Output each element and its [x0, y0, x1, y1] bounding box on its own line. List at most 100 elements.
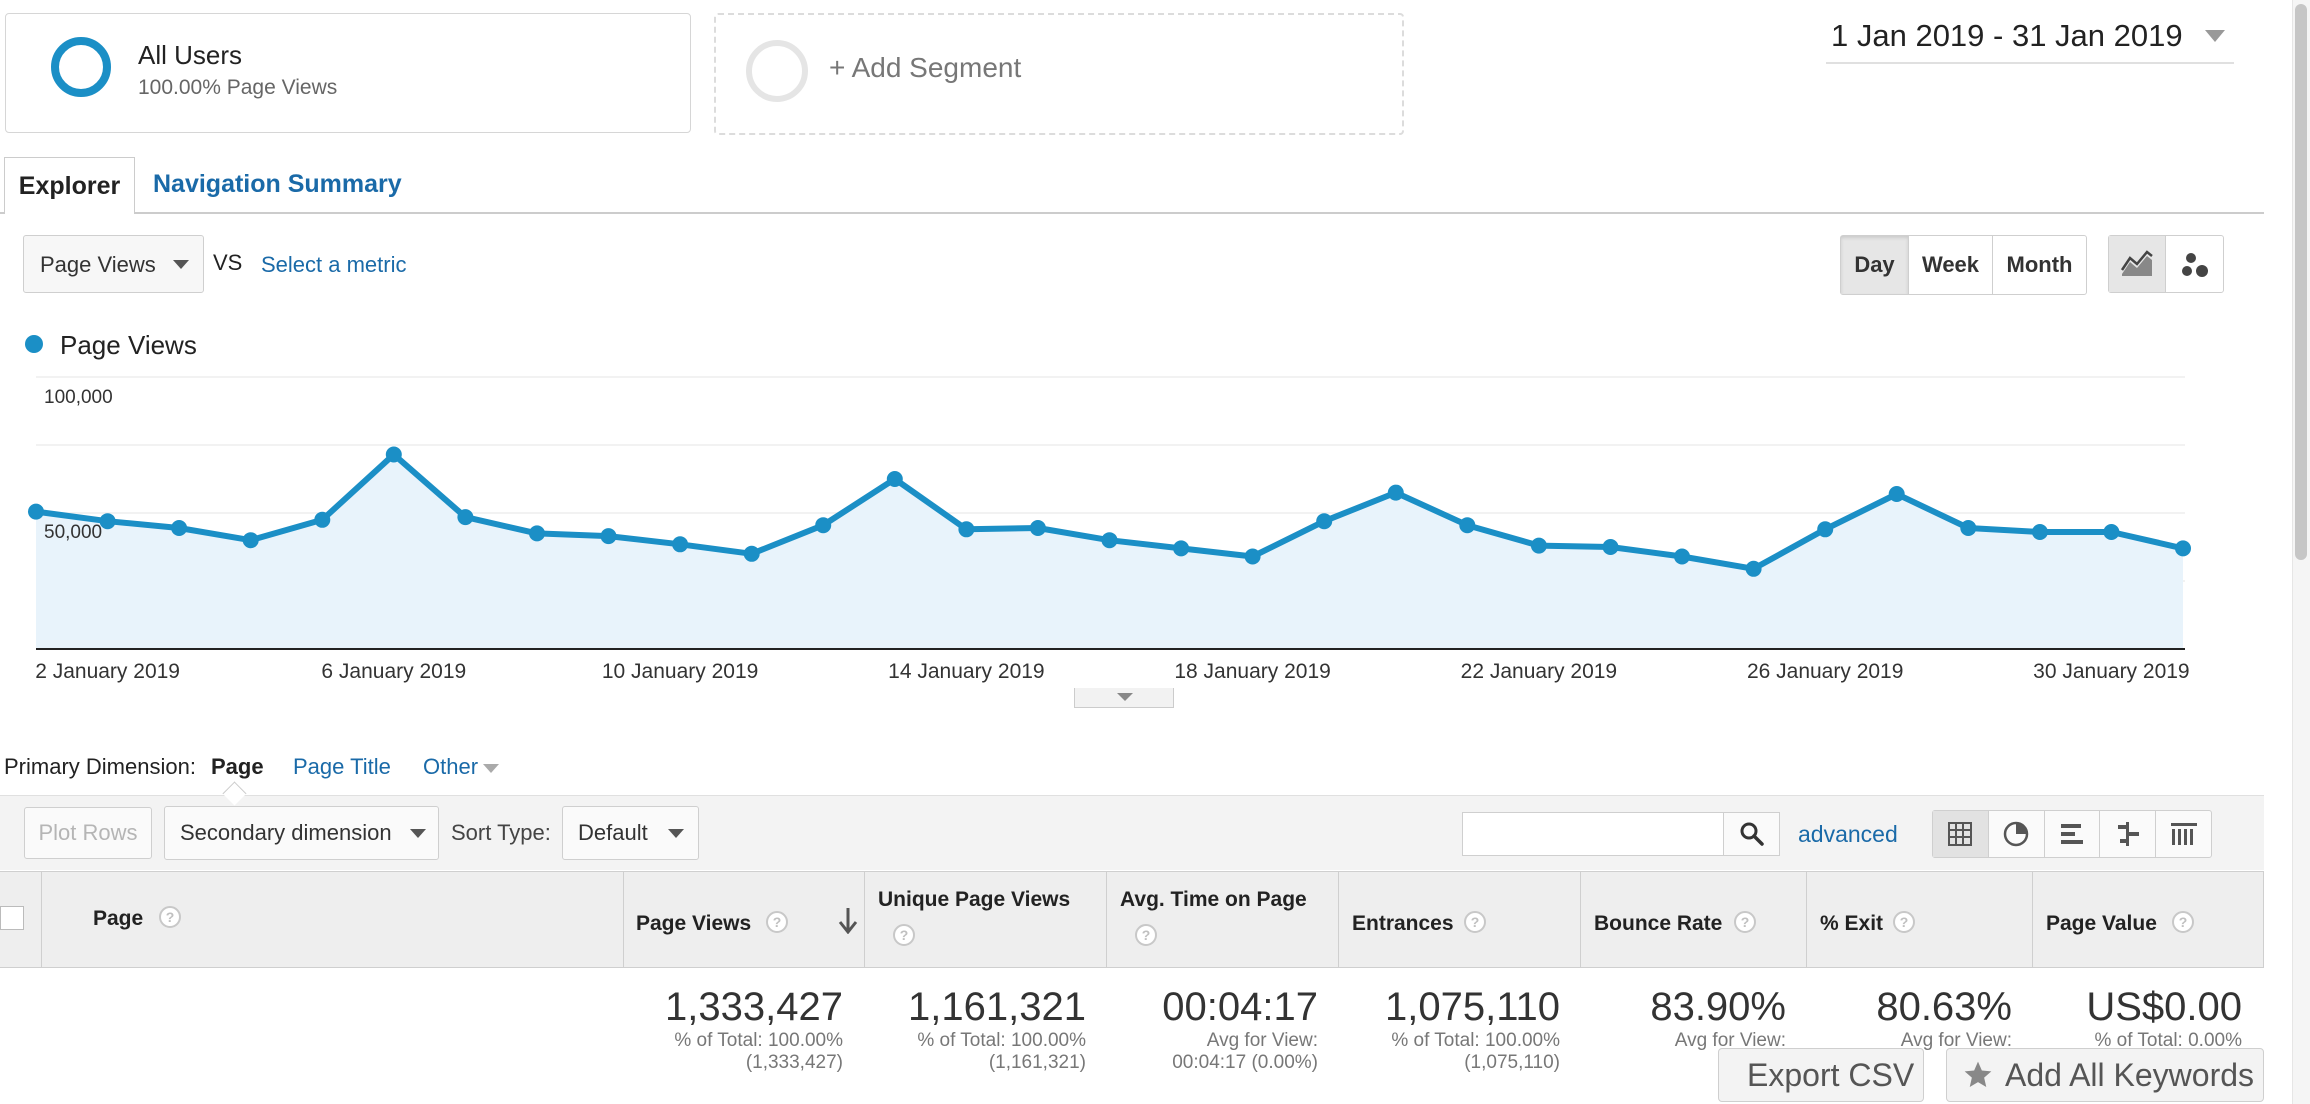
sort-descending-icon[interactable]: [838, 906, 858, 939]
help-icon[interactable]: ?: [766, 911, 788, 933]
secondary-dimension-select[interactable]: Secondary dimension: [164, 806, 439, 860]
help-icon[interactable]: ?: [1464, 911, 1486, 933]
col-header-unique-page-views[interactable]: Unique Page Views: [878, 888, 1071, 911]
avg-label: Avg for View:: [1900, 1030, 2012, 1051]
help-icon[interactable]: ?: [1734, 911, 1756, 933]
help-icon[interactable]: ?: [2172, 911, 2194, 933]
y-tick-label: 100,000: [44, 387, 113, 408]
line-chart-icon[interactable]: [2109, 236, 2166, 292]
primary-dimension-label: Primary Dimension:: [4, 754, 196, 779]
comparison-view-icon[interactable]: [2100, 811, 2157, 857]
total-percent: % of Total: 100.00%: [917, 1030, 1086, 1051]
data-point: [1244, 548, 1261, 565]
data-point: [2031, 524, 2048, 540]
add-all-keywords-button[interactable]: Add All Keywords: [1946, 1048, 2264, 1102]
table-search-input[interactable]: [1462, 812, 1724, 856]
data-point: [1888, 486, 1905, 502]
help-icon[interactable]: ?: [1893, 911, 1915, 933]
chevron-down-icon[interactable]: [483, 764, 499, 773]
tab-navigation-summary[interactable]: Navigation Summary: [153, 170, 402, 198]
data-point: [1960, 520, 1977, 536]
data-point: [1173, 540, 1190, 557]
y-tick-label: 50,000: [44, 522, 102, 543]
add-segment-link[interactable]: + Add Segment: [829, 52, 1022, 83]
total-value: 00:04:17: [1162, 985, 1318, 1029]
advanced-filter-link[interactable]: advanced: [1798, 821, 1898, 847]
pivot-view-icon[interactable]: [2156, 811, 2211, 857]
date-range-picker[interactable]: 1 Jan 2019 - 31 Jan 2019: [1831, 18, 2183, 53]
total-percent: % of Total: 0.00%: [2094, 1030, 2242, 1051]
select-all-checkbox[interactable]: [0, 906, 24, 930]
plot-rows-button[interactable]: Plot Rows: [24, 807, 152, 859]
table-header: [0, 871, 2264, 968]
legend-swatch: [25, 335, 43, 353]
help-icon[interactable]: ?: [1135, 924, 1157, 946]
total-entrances: 1,075,110 % of Total: 100.00% (1,075,110…: [1338, 985, 1560, 1074]
total-absolute: (1,075,110): [1464, 1052, 1560, 1073]
segment-ring-icon: [51, 37, 111, 97]
performance-view-icon[interactable]: [2045, 811, 2101, 857]
x-tick-label: 6 January 2019: [321, 660, 466, 683]
total-avg-time-on-page: 00:04:17 Avg for View: 00:04:17 (0.00%): [1106, 985, 1318, 1074]
data-point: [1602, 539, 1619, 555]
total-value: 1,161,321: [908, 985, 1086, 1029]
col-header-entrances[interactable]: Entrances: [1352, 912, 1454, 935]
chart-type-toggle: [2108, 235, 2224, 293]
x-tick-label: 14 January 2019: [888, 660, 1044, 683]
series-area: [36, 454, 2183, 649]
col-header-page-value[interactable]: Page Value: [2046, 912, 2157, 935]
col-header-avg-time-on-page[interactable]: Avg. Time on Page: [1120, 888, 1307, 911]
help-icon[interactable]: ?: [159, 906, 181, 928]
dimension-page-title[interactable]: Page Title: [293, 754, 391, 779]
x-tick-label: 10 January 2019: [602, 660, 758, 683]
col-header-exit[interactable]: % Exit: [1820, 912, 1884, 935]
export-csv-button[interactable]: Export CSV: [1718, 1048, 1924, 1102]
motion-chart-icon[interactable]: [2166, 236, 2223, 292]
scrollbar-thumb[interactable]: [2295, 4, 2307, 560]
data-point: [242, 532, 259, 549]
search-icon[interactable]: [1724, 812, 1780, 856]
total-absolute: (1,161,321): [988, 1052, 1086, 1073]
total-percent: % of Total: 100.00%: [1391, 1030, 1560, 1051]
legend-label: Page Views: [60, 330, 197, 360]
total-value: US$0.00: [2086, 985, 2242, 1029]
chart-collapse-handle[interactable]: [1074, 688, 1174, 708]
total-unique-page-views: 1,161,321 % of Total: 100.00% (1,161,321…: [864, 985, 1086, 1074]
data-point: [886, 471, 903, 487]
chevron-down-icon: [668, 829, 684, 838]
chevron-down-icon: [410, 829, 426, 838]
total-value: 1,075,110: [1385, 985, 1560, 1029]
add-segment-card[interactable]: [714, 13, 1404, 135]
total-exit: 80.63% Avg for View:: [1806, 985, 2012, 1052]
total-percent: % of Total: 100.00%: [674, 1030, 843, 1051]
table-view-icon[interactable]: [1933, 811, 1989, 857]
data-point: [1674, 548, 1690, 565]
chevron-down-icon[interactable]: [2205, 30, 2225, 42]
segment-title: All Users: [138, 40, 243, 70]
tab-explorer[interactable]: Explorer: [4, 157, 135, 214]
period-week-button[interactable]: Week: [1909, 236, 1993, 294]
segment-all-users[interactable]: [5, 13, 691, 133]
period-day-button[interactable]: Day: [1841, 236, 1909, 294]
data-point: [99, 513, 116, 530]
pie-view-icon[interactable]: [1989, 811, 2045, 857]
dimension-page[interactable]: Page: [211, 754, 264, 779]
data-point: [1387, 484, 1404, 501]
data-point: [1745, 560, 1762, 577]
total-value: 80.63%: [1876, 985, 2012, 1029]
col-header-page[interactable]: Page: [93, 907, 144, 930]
data-point: [1530, 537, 1547, 554]
select-metric-link[interactable]: Select a metric: [261, 252, 407, 277]
col-header-page-views[interactable]: Page Views: [636, 912, 752, 935]
page-views-chart: 100,000 50,000 2 January 2019 6 January 2…: [28, 376, 2191, 683]
col-header-bounce-rate[interactable]: Bounce Rate: [1594, 912, 1723, 935]
add-all-keywords-label: Add All Keywords: [2005, 1057, 2255, 1093]
total-absolute: (1,333,427): [745, 1052, 843, 1073]
data-point: [1817, 521, 1834, 538]
metric-caret-icon: [173, 260, 189, 269]
x-tick-label: 22 January 2019: [1461, 660, 1617, 683]
dimension-other[interactable]: Other: [423, 754, 479, 779]
help-icon[interactable]: ?: [893, 924, 915, 946]
avg-label: Avg for View:: [1206, 1030, 1318, 1051]
period-month-button[interactable]: Month: [2006, 252, 2073, 277]
